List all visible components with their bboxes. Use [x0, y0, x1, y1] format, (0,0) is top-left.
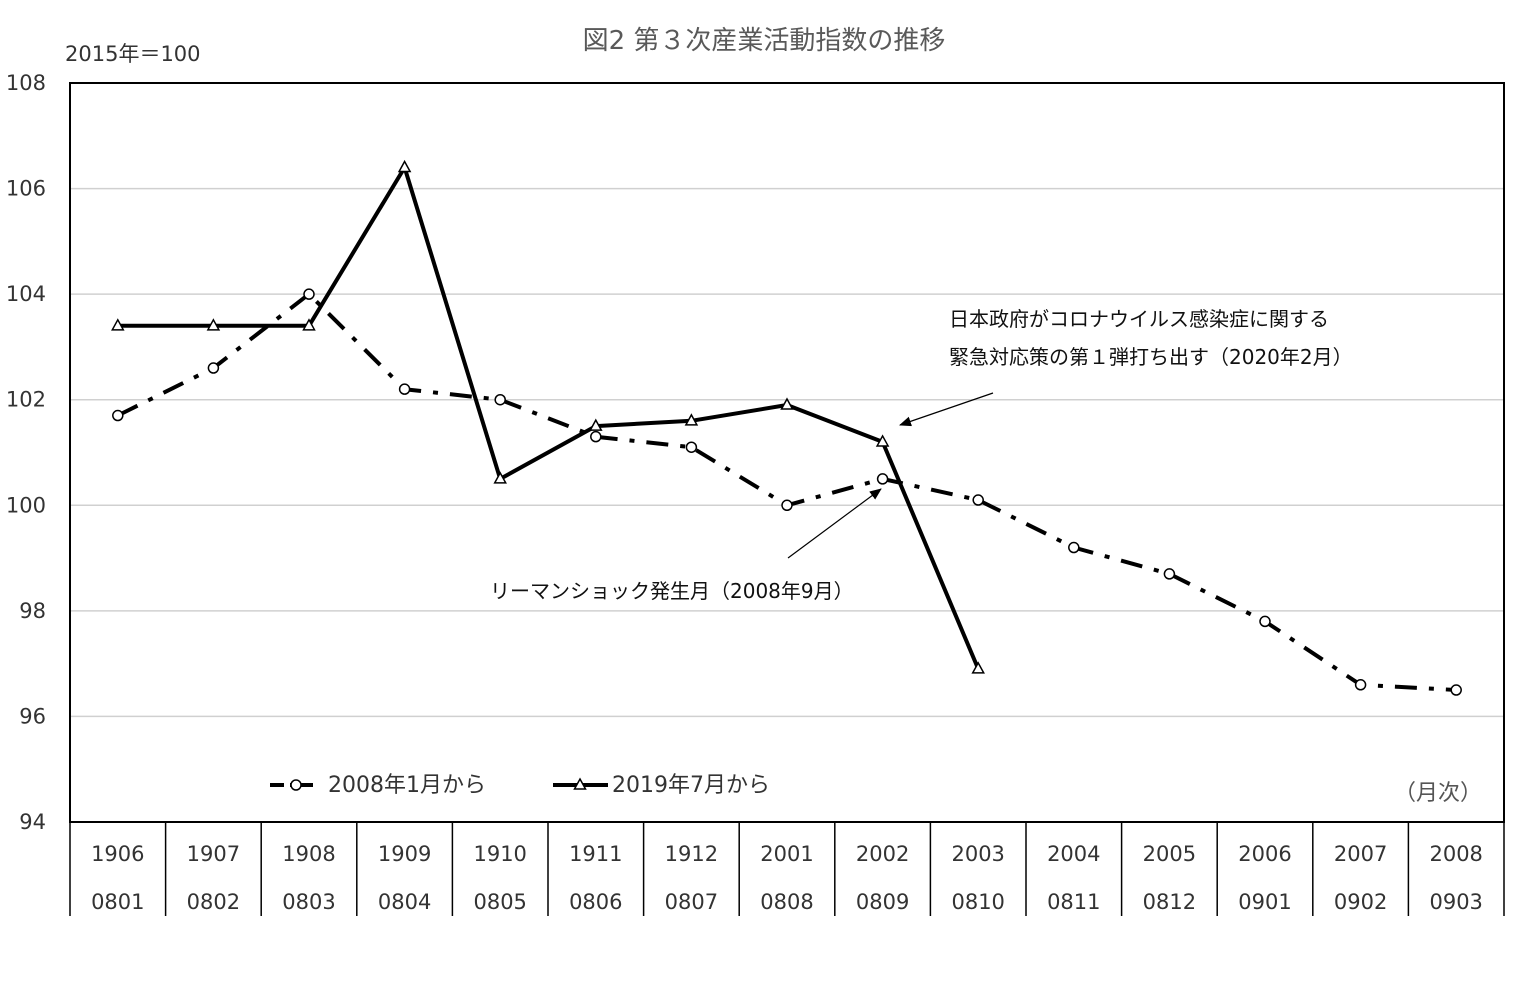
series-point-circle — [207, 362, 220, 374]
series-point-circle — [398, 383, 411, 395]
x-tick-label-bottom: 0807 — [665, 890, 718, 914]
series-point-circle — [494, 393, 506, 406]
legend-item-2008: 2008年1月から — [270, 773, 486, 798]
x-tick-label-bottom: 0806 — [569, 890, 622, 914]
x-tick-label-bottom: 0808 — [760, 890, 813, 914]
x-tick-label-top: 1910 — [473, 842, 526, 866]
x-tick-label-top: 1906 — [91, 842, 144, 866]
series-point-triangle — [684, 413, 699, 426]
legend-item-2019: 2019年7月から — [553, 773, 770, 798]
series-point-circle — [876, 473, 889, 485]
series-point-circle — [972, 494, 984, 506]
annotation-covid-line2: 緊急対応策の第１弾打ち出す（2020年2月） — [949, 345, 1353, 369]
series-point-triangle — [111, 318, 125, 331]
series-point-triangle — [493, 471, 507, 484]
series-point-triangle — [971, 661, 985, 674]
series-point-triangle — [206, 318, 221, 331]
y-tick-label: 98 — [19, 599, 46, 623]
x-tick-label-bottom: 0809 — [856, 890, 909, 914]
annotation-covid: 日本政府がコロナウイルス感染症に関する 緊急対応策の第１弾打ち出す（2020年2… — [899, 295, 1417, 427]
chart-title: 図2 第３次産業活動指数の推移 — [583, 26, 946, 56]
series-line-1 — [117, 165, 981, 670]
legend-label-2019: 2019年7月から — [612, 773, 770, 798]
x-tick-label-top: 2006 — [1238, 842, 1291, 866]
y-axis-ticks: 94 96 98 100 102 104 106 108 — [6, 71, 46, 834]
unit-label: 2015年＝100 — [65, 42, 201, 66]
x-axis-table: 1906 1907 1908 1909 1910 1911 1912 2001 2002 2003… — [69, 822, 1505, 916]
y-tick-label: 106 — [6, 177, 46, 201]
y-tick-label: 104 — [6, 282, 46, 306]
y-tick-label: 94 — [19, 810, 46, 834]
gridlines — [70, 187, 1504, 718]
x-tick-label-top: 2008 — [1429, 842, 1482, 866]
x-tick-label-bottom: 0811 — [1047, 890, 1100, 914]
legend: 2008年1月から 2019年7月から — [270, 773, 770, 798]
legend-marker-2019 — [573, 777, 587, 790]
x-tick-label-bottom: 0901 — [1238, 890, 1291, 914]
x-tick-label-top: 2007 — [1334, 842, 1387, 866]
x-tick-label-bottom: 0810 — [951, 890, 1004, 914]
series-point-circle — [303, 288, 315, 300]
series-point-circle — [781, 499, 793, 512]
annotation-lehman: リーマンショック発生月（2008年9月） — [490, 488, 882, 603]
series-point-triangle — [589, 418, 603, 431]
y-tick-label: 102 — [6, 388, 46, 412]
x-tick-label-bottom: 0902 — [1334, 890, 1387, 914]
series-point-circle — [1259, 615, 1271, 628]
y-tick-label: 96 — [19, 704, 46, 728]
series-point-circle — [1354, 679, 1367, 691]
x-tick-label-top: 1911 — [569, 842, 622, 866]
series-point-triangle — [302, 318, 316, 331]
annotation-covid-bg — [935, 295, 1417, 378]
plot-frame — [69, 82, 1505, 823]
annotation-lehman-line1: リーマンショック発生月（2008年9月） — [490, 579, 854, 603]
y-tick-label: 100 — [6, 493, 46, 517]
x-tick-label-top: 1907 — [187, 842, 240, 866]
series-point-circle — [1068, 541, 1080, 554]
annotation-covid-line1: 日本政府がコロナウイルス感染症に関する — [949, 307, 1329, 331]
x-tick-label-top: 2001 — [760, 842, 813, 866]
x-tick-label-top: 1912 — [665, 842, 718, 866]
x-tick-label-bottom: 0805 — [473, 890, 526, 914]
x-tick-label-bottom: 0801 — [91, 890, 144, 914]
series-point-circle — [112, 409, 124, 422]
series-point-triangle — [875, 434, 890, 447]
series-point-triangle — [780, 397, 794, 410]
x-tick-label-bottom: 0903 — [1429, 890, 1482, 914]
x-tick-label-top: 2005 — [1143, 842, 1196, 866]
legend-label-2008: 2008年1月から — [328, 773, 486, 798]
series-point-circle — [1450, 684, 1462, 696]
series-point-circle — [1163, 568, 1176, 580]
x-unit-label: （月次） — [1394, 781, 1482, 806]
x-tick-label-bottom: 0812 — [1143, 890, 1196, 914]
annotation-covid-arrow — [899, 392, 994, 427]
x-tick-label-top: 1908 — [282, 842, 335, 866]
series-point-triangle — [397, 159, 412, 173]
y-tick-label: 108 — [6, 71, 46, 95]
x-tick-label-top: 2003 — [951, 842, 1004, 866]
x-tick-label-bottom: 0804 — [378, 890, 431, 914]
x-tick-label-top: 2004 — [1047, 842, 1100, 866]
x-tick-label-bottom: 0803 — [282, 890, 335, 914]
annotation-lehman-arrow — [787, 488, 882, 559]
series-group — [111, 159, 1462, 696]
series-point-circle — [685, 441, 698, 453]
x-tick-label-top: 2002 — [856, 842, 909, 866]
series-point-circle — [590, 430, 602, 443]
legend-marker-2008 — [290, 779, 302, 791]
x-tick-label-bottom: 0802 — [187, 890, 240, 914]
x-tick-label-top: 1909 — [378, 842, 431, 866]
